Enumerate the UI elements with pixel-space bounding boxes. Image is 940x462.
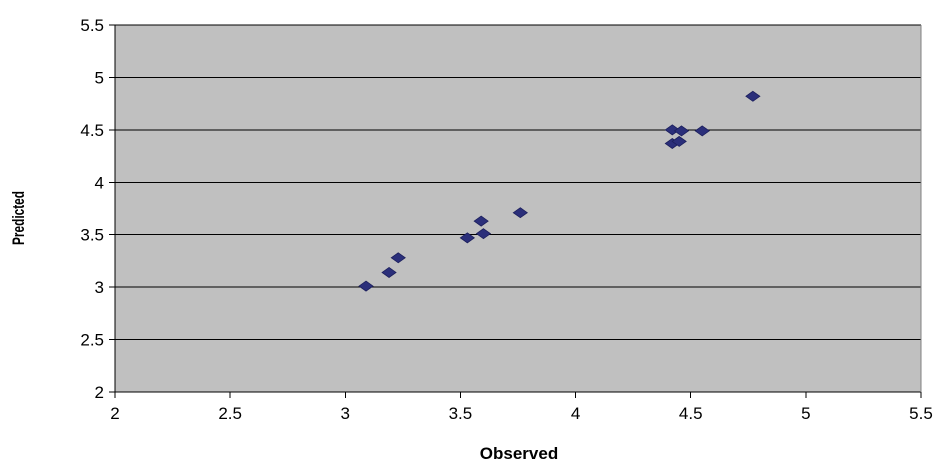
data-point-0-5 <box>475 228 492 240</box>
data-point-0-12 <box>745 90 761 102</box>
axes-layer: 2 2.5 3 3.5 4 4.5 5 5.5 2 2.5 3 3.5 4 4.5 5 5.5 <box>80 16 932 423</box>
data-point-0-4 <box>473 215 489 227</box>
data-point-0-7 <box>664 124 680 136</box>
data-point-0-6 <box>512 207 528 219</box>
x-axis-title: Observed <box>480 444 558 462</box>
y-tick-label-3: 3.5 <box>80 226 104 245</box>
x-tick-label-0: 2 <box>110 404 119 423</box>
y-tick-label-6: 5 <box>95 68 104 87</box>
y-tick-label-1: 2.5 <box>80 331 104 350</box>
plot-area <box>115 25 921 392</box>
data-point-0-10 <box>673 125 690 137</box>
data-point-0-11 <box>694 125 710 137</box>
data-point-0-2 <box>390 252 406 264</box>
data-point-0-9 <box>671 135 687 147</box>
y-axis-title: Predicted <box>9 191 28 245</box>
y-tick-label-4: 4 <box>95 173 104 192</box>
x-tick-label-6: 5 <box>801 404 810 423</box>
plot-layer <box>115 24 921 393</box>
x-tick-label-4: 4 <box>571 404 580 423</box>
x-tick-label-3: 3.5 <box>449 404 473 423</box>
x-tick-label-5: 4.5 <box>679 404 703 423</box>
x-tick-label-7: 5.5 <box>909 404 933 423</box>
marks-layer <box>358 90 761 292</box>
y-tick-label-0: 2 <box>95 383 104 402</box>
data-point-0-0 <box>358 280 374 292</box>
x-tick-label-2: 3 <box>341 404 350 423</box>
y-tick-label-7: 5.5 <box>80 16 104 35</box>
y-tick-label-5: 4.5 <box>80 121 104 140</box>
data-point-0-3 <box>459 232 476 244</box>
y-tick-label-2: 3 <box>95 278 104 297</box>
x-tick-label-1: 2.5 <box>218 404 242 423</box>
data-point-0-1 <box>381 266 397 278</box>
